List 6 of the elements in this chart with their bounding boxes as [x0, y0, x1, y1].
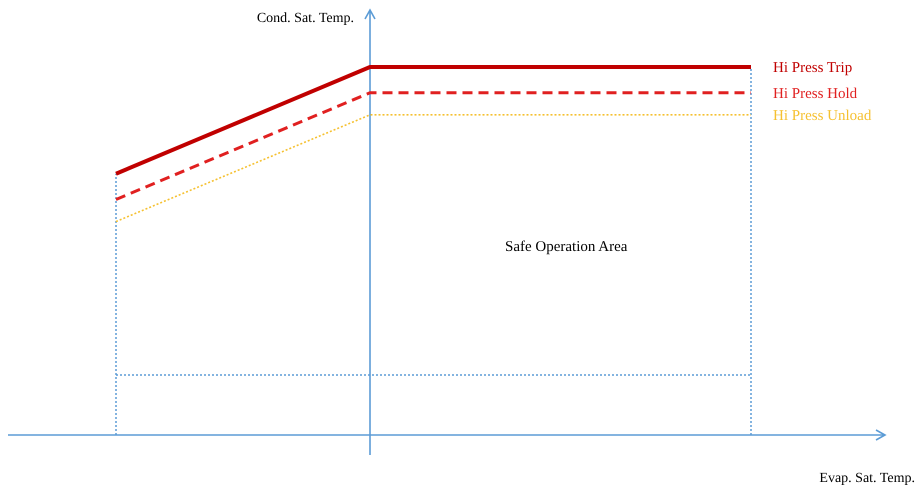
series-label: Hi Press Trip [773, 60, 852, 76]
series-label: Hi Press Hold [773, 86, 858, 102]
y-axis-title: Cond. Sat. Temp. [256, 11, 354, 26]
annotation: Safe Operation Area [505, 239, 628, 255]
series-label: Hi Press Unload [773, 108, 872, 124]
x-axis-title: Evap. Sat. Temp. [819, 471, 915, 486]
